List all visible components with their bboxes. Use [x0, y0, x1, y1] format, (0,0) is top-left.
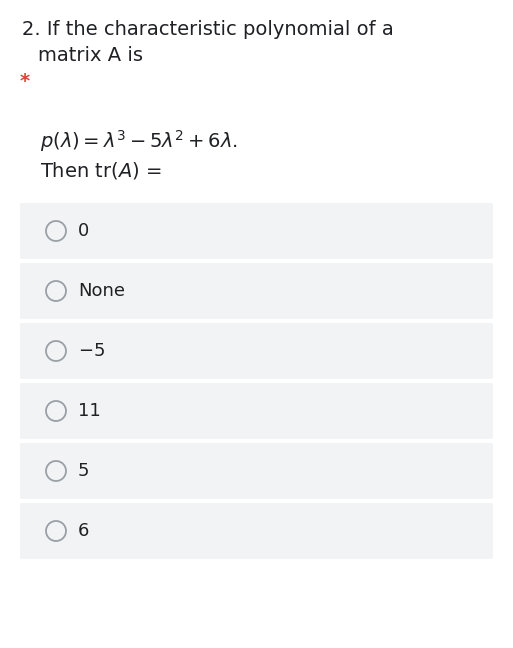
FancyBboxPatch shape	[20, 323, 493, 379]
Text: 2. If the characteristic polynomial of a: 2. If the characteristic polynomial of a	[22, 20, 394, 39]
Text: 0: 0	[78, 222, 89, 240]
Text: matrix A is: matrix A is	[38, 46, 143, 65]
Text: $p(\lambda) = \lambda^3 - 5\lambda^2 + 6\lambda.$: $p(\lambda) = \lambda^3 - 5\lambda^2 + 6…	[40, 128, 238, 154]
FancyBboxPatch shape	[20, 503, 493, 559]
FancyBboxPatch shape	[20, 263, 493, 319]
Text: 5: 5	[78, 462, 89, 480]
Text: None: None	[78, 282, 125, 300]
Text: Then tr$(A)$ =: Then tr$(A)$ =	[40, 160, 162, 181]
Text: $-5$: $-5$	[78, 342, 105, 360]
FancyBboxPatch shape	[20, 203, 493, 259]
FancyBboxPatch shape	[20, 383, 493, 439]
Text: *: *	[20, 72, 30, 91]
FancyBboxPatch shape	[20, 443, 493, 499]
Text: 11: 11	[78, 402, 101, 420]
Text: 6: 6	[78, 522, 89, 540]
